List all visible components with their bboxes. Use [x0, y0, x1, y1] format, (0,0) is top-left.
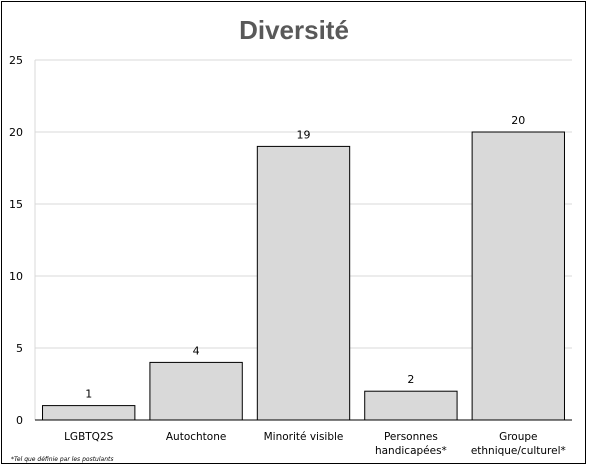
footnote: *Tel que définie par les postulants	[11, 456, 113, 463]
bar	[471, 131, 565, 421]
bar	[149, 361, 243, 421]
y-tick-label: 5	[16, 342, 23, 355]
data-labels: 1 4 19 2 20	[85, 114, 525, 401]
bar	[42, 405, 136, 421]
x-tick-label: Personnes	[384, 431, 438, 443]
y-tick-label: 25	[9, 54, 23, 67]
bar	[364, 390, 458, 421]
x-tick-label: handicapées*	[375, 445, 447, 457]
bars	[42, 131, 565, 421]
x-tick-label: Groupe	[499, 431, 537, 443]
y-tick-label: 15	[9, 198, 23, 211]
category-labels: LGBTQ2S Autochtone Minorité visible Personn…	[64, 431, 566, 457]
y-tick-label: 10	[9, 270, 23, 283]
y-tick-label: 20	[9, 126, 23, 139]
data-label: 1	[85, 388, 92, 401]
bar	[256, 145, 351, 421]
y-tick-label: 0	[16, 414, 23, 427]
chart-title: Diversité	[239, 15, 349, 45]
data-label: 2	[407, 373, 414, 386]
data-label: 4	[193, 344, 200, 357]
data-label: 20	[511, 114, 525, 127]
x-tick-label: LGBTQ2S	[64, 431, 114, 443]
data-label: 19	[297, 128, 311, 141]
x-tick-label: Minorité visible	[264, 431, 344, 443]
x-tick-label: Autochtone	[166, 431, 226, 443]
x-tick-label: ethnique/culturel*	[471, 445, 566, 457]
